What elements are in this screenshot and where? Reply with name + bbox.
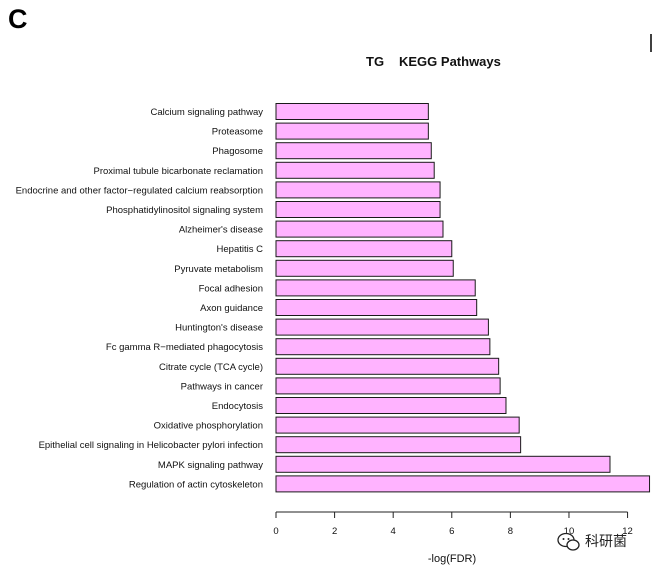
bar [275, 122, 429, 140]
x-tick-label: 4 [391, 526, 396, 537]
category-label: Epithelial cell signaling in Helicobacte… [39, 440, 263, 451]
bar [275, 416, 520, 434]
watermark: 科研菌 [557, 532, 627, 551]
category-label: Axon guidance [200, 303, 263, 314]
bar [275, 259, 454, 277]
bar [275, 161, 435, 179]
bar [275, 142, 432, 160]
category-label: Hepatitis C [217, 244, 264, 255]
x-tick-label: 0 [273, 526, 278, 537]
bar [275, 475, 651, 493]
category-label: MAPK signaling pathway [158, 460, 263, 471]
bar [275, 455, 611, 473]
x-tick-label: 2 [332, 526, 337, 537]
bar [275, 220, 444, 238]
chart-title: KEGG Pathways [399, 54, 501, 69]
category-label: Endocytosis [212, 401, 263, 412]
category-label: Citrate cycle (TCA cycle) [159, 362, 263, 373]
watermark-text: 科研菌 [585, 534, 627, 550]
category-label: Focal adhesion [199, 283, 263, 294]
category-label: Regulation of actin cytoskeleton [129, 479, 263, 490]
bar [275, 279, 476, 297]
chart-title-prefix: TG [366, 54, 384, 69]
bar [275, 338, 491, 356]
bar [275, 181, 441, 199]
bar [275, 397, 507, 414]
bar [275, 240, 453, 258]
category-label: Phosphatidylinositol signaling system [106, 205, 263, 216]
category-label: Alzheimer's disease [179, 225, 263, 236]
category-label: Proteasome [212, 127, 263, 138]
category-label: Huntington's disease [175, 323, 263, 334]
x-axis: 0 2 4 6 8 10 12 [273, 511, 633, 537]
category-label: Phagosome [212, 146, 263, 157]
panel-label: C [8, 4, 28, 34]
category-label: Fc gamma R−mediated phagocytosis [106, 342, 263, 353]
bars-group [275, 103, 651, 493]
bar [275, 103, 429, 120]
bar [275, 377, 501, 395]
bar [275, 318, 489, 336]
category-label: Pathways in cancer [181, 381, 263, 392]
category-label: Pyruvate metabolism [174, 264, 263, 275]
category-label: Oxidative phosphorylation [154, 421, 263, 432]
category-label: Proximal tubule bicarbonate reclamation [93, 166, 263, 177]
bar [275, 357, 500, 375]
bar [275, 436, 522, 454]
x-axis-label: -log(FDR) [428, 553, 476, 565]
category-labels-group: Calcium signaling pathway Proteasome Phago… [16, 107, 264, 490]
bar [275, 299, 478, 316]
wechat-icon [557, 532, 580, 551]
x-tick-label: 6 [449, 526, 454, 537]
x-tick-label: 12 [622, 526, 633, 537]
bar [275, 201, 441, 218]
category-label: Endocrine and other factor−regulated cal… [16, 185, 263, 196]
x-tick-label: 8 [508, 526, 513, 537]
category-label: Calcium signaling pathway [151, 107, 264, 118]
x-tick-label: 10 [564, 526, 575, 537]
